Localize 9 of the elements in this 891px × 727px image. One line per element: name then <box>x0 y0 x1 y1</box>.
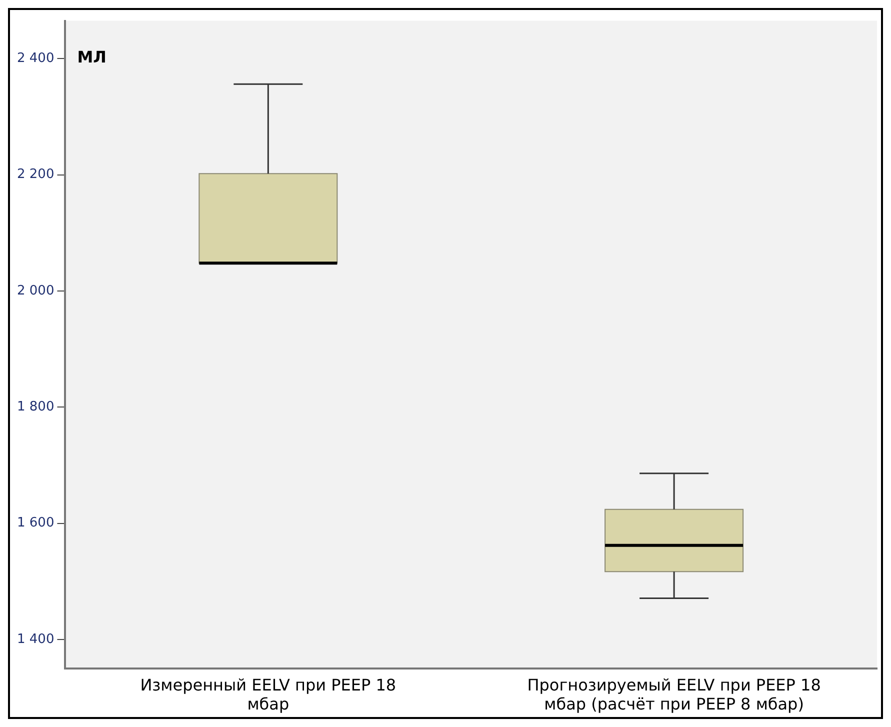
x-tick-label: Прогнозируемый EELV при PEEP 18 мбар (расчёт при PEEP 8 мбар) <box>527 675 821 714</box>
y-axis-title: МЛ <box>77 48 106 67</box>
x-tick-label: Измеренный EELV при PEEP 18 мбар <box>140 675 396 714</box>
y-tick-label: 2 000 <box>17 283 54 298</box>
y-tick-label: 1 600 <box>17 516 54 531</box>
y-tick-label: 1 800 <box>17 400 54 415</box>
y-tick-label: 2 400 <box>17 50 54 66</box>
y-tick-label: 2 200 <box>17 167 54 182</box>
y-tick-label: 1 400 <box>17 632 54 647</box>
